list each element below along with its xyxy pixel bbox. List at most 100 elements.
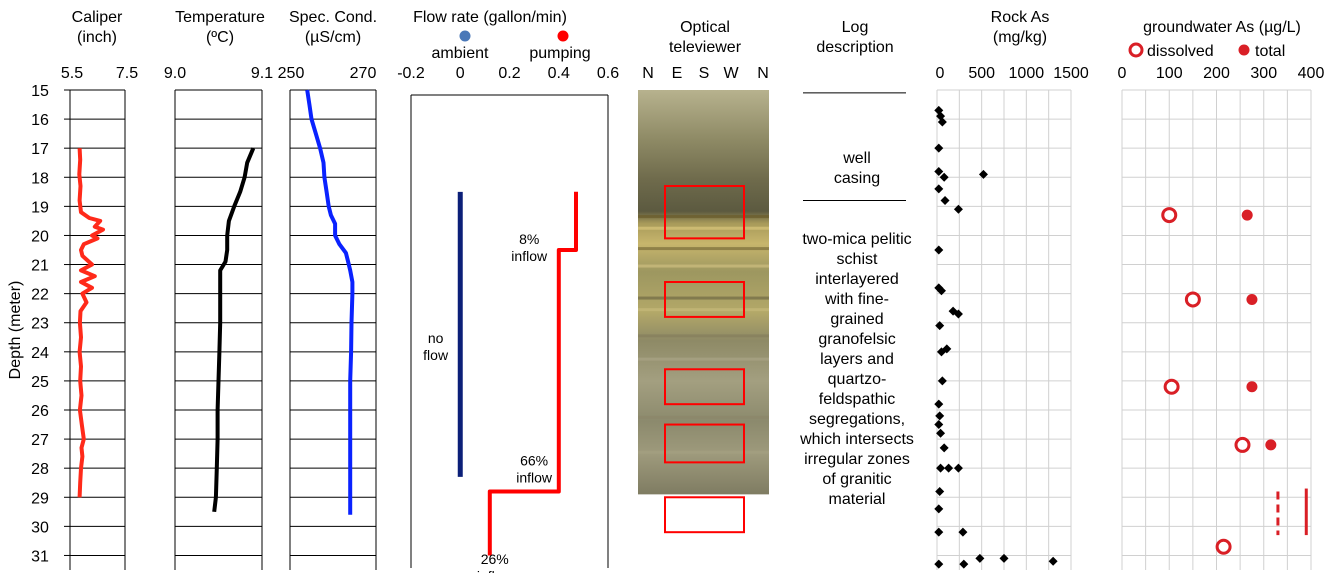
depth-tick-label: 30: [31, 519, 49, 536]
depth-tick-label: 18: [31, 170, 49, 187]
rock-as-point: [942, 344, 952, 354]
flow-annotation: inflow: [511, 248, 548, 264]
groundwater-as-tick-label: 300: [1250, 65, 1277, 82]
rock-as-point: [944, 463, 954, 473]
rock-as-tick-label: 500: [968, 65, 995, 82]
depth-tick-label: 20: [31, 228, 49, 245]
groundwater-as-tick-label: 200: [1203, 65, 1230, 82]
depth-tick-label: 28: [31, 461, 49, 478]
rock-description-text-line: grained: [830, 311, 883, 328]
rock-description-text-line: material: [829, 491, 886, 508]
spec-cond-title-line: Spec. Cond.: [289, 9, 377, 26]
rock-description-text-line: schist: [837, 251, 878, 268]
depth-tick-label: 27: [31, 432, 49, 449]
televiewer-streak: [638, 226, 769, 230]
legend-pumping-label: pumping: [529, 45, 590, 62]
dissolved-as-point: [1184, 291, 1201, 308]
televiewer-tick-label: S: [699, 65, 710, 82]
depth-tick-label: 22: [31, 287, 49, 304]
televiewer-streak: [638, 415, 769, 419]
rock-as-point: [934, 420, 944, 430]
spec-cond-tick-label: 250: [278, 65, 305, 82]
rock-description-text-line: granofelsic: [818, 331, 895, 348]
rock-description-text-line: two-mica pelitic: [802, 231, 911, 248]
depth-tick-label: 21: [31, 258, 49, 275]
flow-annotation: 8%: [519, 231, 539, 247]
rock-as-point: [936, 428, 946, 438]
rock-as-point: [934, 184, 944, 194]
rock-as-point: [953, 463, 963, 473]
spec-cond-tick-label: 270: [350, 65, 377, 82]
groundwater-as-tick-label: 100: [1156, 65, 1183, 82]
televiewer-fracture-box: [664, 185, 745, 240]
total-as-point: [1241, 209, 1253, 221]
temperature-title-line: (ºC): [206, 29, 234, 46]
rock-as-tick-label: 0: [936, 65, 945, 82]
rock-as-point: [935, 321, 945, 331]
televiewer-fracture-box: [664, 496, 745, 534]
groundwater-as-tick-label: 0: [1118, 65, 1127, 82]
legend-dissolved-label: dissolved: [1147, 43, 1214, 60]
rock-as-point: [999, 553, 1009, 563]
rock-as-point: [935, 411, 945, 421]
televiewer-title-line: Optical: [680, 19, 730, 36]
rock-as-point: [958, 527, 968, 537]
caliper-curve: [77, 148, 105, 498]
flow-tick-label: -0.2: [397, 65, 425, 82]
rock-as-point: [936, 286, 946, 296]
rock-as-point: [935, 486, 945, 496]
televiewer-fracture-box: [664, 281, 745, 318]
televiewer-tick-label: W: [723, 65, 739, 82]
flow-annotation: flow: [423, 347, 449, 363]
depth-tick-label: 29: [31, 490, 49, 507]
depth-tick-label: 26: [31, 403, 49, 420]
rock-as-title-line: (mg/kg): [993, 29, 1047, 46]
temperature-curve: [212, 147, 256, 513]
rock-as-point: [939, 443, 949, 453]
rock-description-text-line: quartzo-: [828, 371, 887, 388]
televiewer-tick-label: N: [642, 65, 654, 82]
spec-cond-title-line: (µS/cm): [305, 29, 361, 46]
rock-description-text-line: feldspathic: [819, 391, 896, 408]
televiewer-streak: [638, 450, 769, 454]
temperature-title-line: Temperature: [175, 9, 265, 26]
rock-as-point: [934, 166, 944, 176]
flow-annotation: no: [428, 330, 444, 346]
televiewer-streak: [638, 357, 769, 361]
temperature-tick-label: 9.1: [251, 65, 273, 82]
dissolved-as-point: [1161, 207, 1178, 224]
depth-tick-label: 15: [31, 83, 49, 100]
depth-tick-label: 17: [31, 141, 49, 158]
depth-tick-label: 16: [31, 112, 49, 129]
rock-description-text-line: of granitic: [822, 471, 891, 488]
legend-dissolved-marker: [1128, 42, 1144, 58]
depth-tick-label: 25: [31, 374, 49, 391]
televiewer-tick-label: N: [757, 65, 769, 82]
rock-description-text-line: segregations,: [809, 411, 905, 428]
dissolved-as-point: [1234, 436, 1251, 453]
total-as-point: [1246, 293, 1258, 305]
rock-as-title-line: Rock As: [991, 9, 1050, 26]
flow-tick-label: 0: [456, 65, 465, 82]
depth-axis-label: Depth (meter): [7, 281, 24, 380]
rock-as-point: [953, 309, 963, 319]
rock-as-point: [934, 504, 944, 514]
log-description-title-line: Log: [842, 19, 869, 36]
legend-pumping-marker: [557, 30, 569, 42]
flow-annotation: 26%: [481, 551, 509, 567]
flow-tick-label: 0.6: [597, 65, 619, 82]
rock-as-point: [953, 204, 963, 214]
rock-as-point: [934, 245, 944, 255]
caliper-tick-label: 7.5: [116, 65, 138, 82]
televiewer-streak: [638, 264, 769, 268]
rock-description-text-line: irregular zones: [804, 451, 910, 468]
dissolved-as-point: [1215, 538, 1232, 555]
caliper-title-line: Caliper: [72, 9, 123, 26]
flow-title: Flow rate (gallon/min): [413, 9, 567, 26]
televiewer-fracture-box: [664, 423, 745, 464]
rock-as-point: [934, 143, 944, 153]
rock-as-tick-label: 1500: [1053, 65, 1089, 82]
rock-as-point: [940, 196, 950, 206]
rock-as-point: [1048, 556, 1058, 566]
